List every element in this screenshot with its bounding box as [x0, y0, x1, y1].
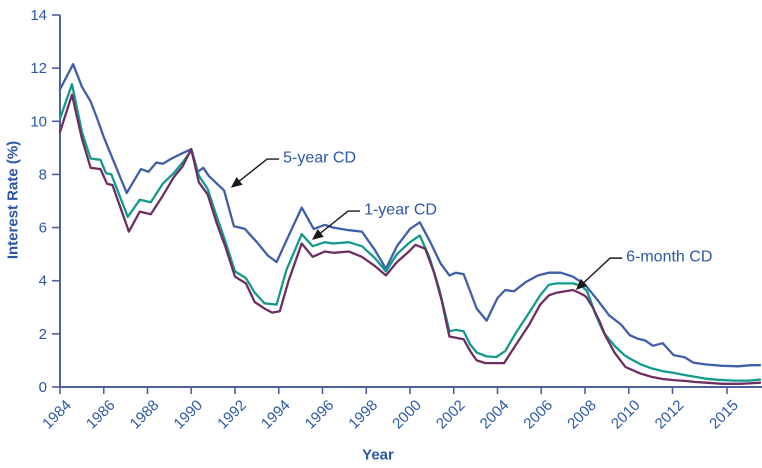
x-tick-label: 1994: [258, 397, 294, 433]
y-tick-label: 0: [39, 379, 47, 396]
x-tick-label: 1990: [170, 397, 206, 433]
x-tick-label: 2015: [706, 397, 742, 433]
x-tick-label: 2012: [652, 397, 688, 433]
series-line-5-year-cd: [58, 63, 762, 368]
y-tick-label: 2: [39, 326, 47, 343]
x-tick-label: 1998: [345, 397, 381, 433]
x-tick-label: 1984: [39, 397, 75, 433]
series-line-1-year-cd: [58, 82, 762, 382]
y-tick-label: 10: [30, 113, 47, 130]
y-tick-label: 14: [30, 7, 47, 24]
x-tick-label: 2000: [389, 397, 425, 433]
y-tick-label: 4: [39, 273, 47, 290]
x-tick-label: 2002: [433, 397, 469, 433]
y-tick-label: 12: [30, 60, 47, 77]
annotation-arrow-6-month-cd: [575, 257, 623, 290]
x-tick-label: 1986: [83, 397, 119, 433]
series-label-6-month-cd: 6-month CD: [626, 248, 713, 266]
x-tick-label: 2010: [608, 397, 644, 433]
annotation-arrow-1-year-cd: [311, 210, 361, 240]
annotation-arrow-5-year-cd: [230, 158, 280, 188]
x-axis-title: Year: [362, 446, 394, 464]
x-tick-label: 1992: [214, 397, 250, 433]
y-axis-title: Interest Rate (%): [4, 140, 22, 260]
x-tick-label: 2004: [477, 397, 513, 433]
x-tick-label: 2006: [520, 397, 556, 433]
series-label-5-year-cd: 5-year CD: [283, 149, 357, 167]
x-tick-label: 1988: [127, 397, 163, 433]
x-tick-label: 2008: [564, 397, 600, 433]
y-tick-label: 6: [39, 220, 47, 237]
x-tick-label: 1996: [302, 397, 338, 433]
series-line-6-month-cd: [58, 93, 762, 385]
y-tick-label: 8: [39, 166, 47, 183]
series-label-1-year-cd: 1-year CD: [364, 201, 437, 219]
